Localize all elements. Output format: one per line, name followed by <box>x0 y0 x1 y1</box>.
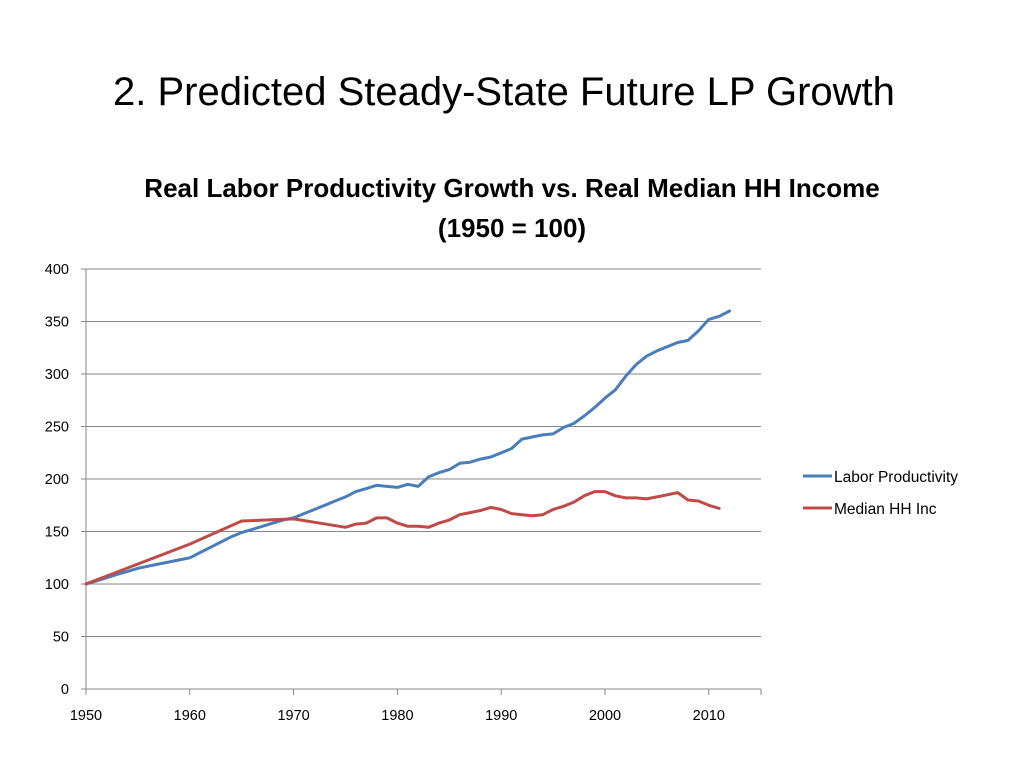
x-tick-label: 2010 <box>693 708 725 724</box>
chart-title: Real Labor Productivity Growth vs. Real … <box>144 173 880 243</box>
y-tick-label: 350 <box>45 315 69 331</box>
y-tick-label: 200 <box>45 472 69 488</box>
y-tick-label: 150 <box>45 525 69 541</box>
legend-label: Median HH Inc <box>834 501 937 518</box>
x-tick-label: 1950 <box>70 708 102 724</box>
x-tick-label: 2000 <box>589 708 621 724</box>
y-tick-label: 50 <box>53 630 69 646</box>
y-tick-label: 300 <box>45 367 69 383</box>
x-tick-label: 1960 <box>174 708 206 724</box>
y-tick-label: 0 <box>61 682 69 698</box>
y-tick-label: 400 <box>45 262 69 278</box>
x-tick-label: 1970 <box>277 708 309 724</box>
x-tick-label: 1980 <box>381 708 413 724</box>
slide-title: 2. Predicted Steady-State Future LP Grow… <box>113 70 895 114</box>
x-tick-label: 1990 <box>485 708 517 724</box>
legend-label: Labor Productivity <box>834 469 958 486</box>
series-line-median-hh-inc <box>84 490 721 586</box>
y-tick-label: 100 <box>45 577 69 593</box>
series-line-labor-productivity <box>84 309 732 586</box>
y-tick-label: 250 <box>45 420 69 436</box>
